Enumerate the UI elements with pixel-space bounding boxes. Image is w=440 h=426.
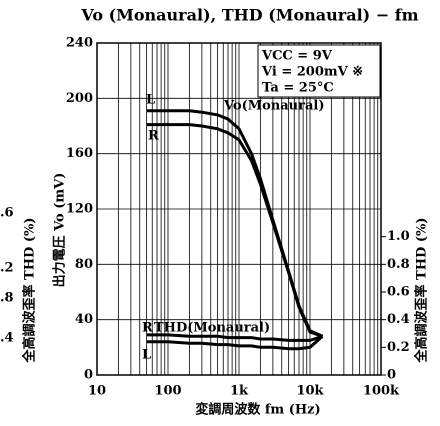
neighbor-tick: .2 bbox=[0, 261, 14, 276]
annotation: L bbox=[142, 348, 151, 363]
x-axis-label: 変調周波数 fm (Hz) bbox=[195, 402, 320, 418]
y-tick-label: 0 bbox=[84, 368, 93, 383]
y2-tick-label: 0.4 bbox=[387, 312, 410, 327]
annotation: Vo(Monaural) bbox=[223, 99, 324, 114]
y-tick-label: 120 bbox=[66, 202, 93, 217]
y2-tick-label: 0.8 bbox=[387, 257, 410, 272]
y2-axis-label: 全高調波歪率 THD (%) bbox=[414, 218, 430, 364]
series-line bbox=[146, 333, 323, 342]
x-tick-label: 10k bbox=[296, 384, 324, 399]
x-tick-label: 10 bbox=[88, 384, 106, 399]
neighbor-label: 全高調波歪率 THD (%) bbox=[22, 218, 38, 364]
y-tick-label: 80 bbox=[75, 257, 93, 272]
neighbor-tick: .4 bbox=[0, 331, 14, 346]
plot-frame bbox=[96, 42, 382, 376]
series-line bbox=[146, 335, 324, 351]
series-line bbox=[146, 123, 323, 338]
y-tick-label: 240 bbox=[66, 36, 93, 51]
y2-tick-label: 1.0 bbox=[387, 229, 410, 244]
y-tick-label: 40 bbox=[75, 312, 93, 327]
condition: Ta = 25°C bbox=[262, 81, 334, 96]
annotation: R bbox=[148, 129, 159, 144]
y2-tick-label: 0.6 bbox=[387, 285, 410, 300]
y-tick-label: 200 bbox=[66, 91, 93, 106]
x-tick-label: 1k bbox=[230, 384, 249, 399]
y2-tick-label: 0 bbox=[387, 368, 396, 383]
annotation: L bbox=[146, 93, 155, 108]
chart-title: Vo (Monaural), THD (Monaural) − fm bbox=[80, 6, 418, 25]
x-tick-label: 100k bbox=[363, 384, 400, 399]
neighbor-tick: .6 bbox=[0, 206, 14, 221]
condition-box bbox=[257, 44, 381, 98]
neighbor-tick: .8 bbox=[0, 291, 14, 306]
condition: VCC = 9V bbox=[261, 49, 333, 64]
y-axis-label: 出力電圧 Vo (mV) bbox=[52, 173, 68, 288]
y2-tick-label: 0.2 bbox=[387, 340, 410, 355]
annotation: THD(Monaural) bbox=[154, 321, 270, 336]
y-tick-label: 160 bbox=[66, 146, 93, 161]
x-tick-label: 100 bbox=[154, 384, 181, 399]
condition: Vi = 200mV ※ bbox=[261, 65, 363, 80]
annotation: R bbox=[142, 321, 153, 336]
